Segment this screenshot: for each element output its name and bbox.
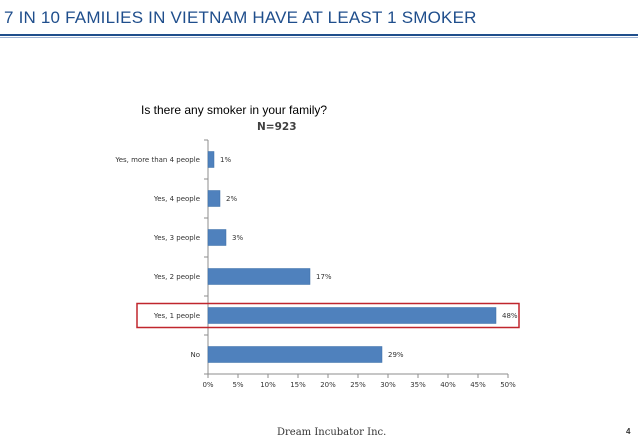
bar <box>207 307 497 324</box>
bar <box>207 229 227 246</box>
x-tick-label: 5% <box>232 381 243 389</box>
bar <box>207 268 311 285</box>
category-label: Yes, 3 people <box>153 234 200 242</box>
x-tick-label: 20% <box>320 381 336 389</box>
category-label: Yes, 4 people <box>153 195 200 203</box>
category-label: No <box>190 351 200 359</box>
title-divider-light <box>0 37 638 38</box>
value-label: 2% <box>226 195 237 203</box>
value-label: 1% <box>220 156 231 164</box>
bar <box>207 346 383 363</box>
x-tick-label: 30% <box>380 381 396 389</box>
slide-title: 7 IN 10 FAMILIES IN VIETNAM HAVE AT LEAS… <box>4 8 477 27</box>
value-label: 17% <box>316 273 332 281</box>
x-tick-label: 10% <box>260 381 276 389</box>
x-tick-label: 25% <box>350 381 366 389</box>
chart-subtitle: N=923 <box>257 121 297 133</box>
page-number: 4 <box>626 427 631 436</box>
footer-company: Dream Incubator Inc. <box>277 427 387 438</box>
category-label: Yes, 2 people <box>153 273 200 281</box>
highlight-box <box>136 302 520 329</box>
category-label: Yes, more than 4 people <box>114 156 200 164</box>
bar <box>207 190 221 207</box>
value-label: 48% <box>502 312 518 320</box>
category-label: Yes, 1 people <box>153 312 200 320</box>
x-tick-label: 35% <box>410 381 426 389</box>
chart-title: Is there any smoker in your family? <box>141 103 328 117</box>
x-tick-label: 50% <box>500 381 516 389</box>
x-tick-label: 0% <box>202 381 213 389</box>
value-label: 29% <box>388 351 404 359</box>
x-tick-label: 45% <box>470 381 486 389</box>
title-divider <box>0 34 638 36</box>
bar <box>207 151 215 168</box>
x-tick-label: 40% <box>440 381 456 389</box>
value-label: 3% <box>232 234 243 242</box>
x-tick-label: 15% <box>290 381 306 389</box>
